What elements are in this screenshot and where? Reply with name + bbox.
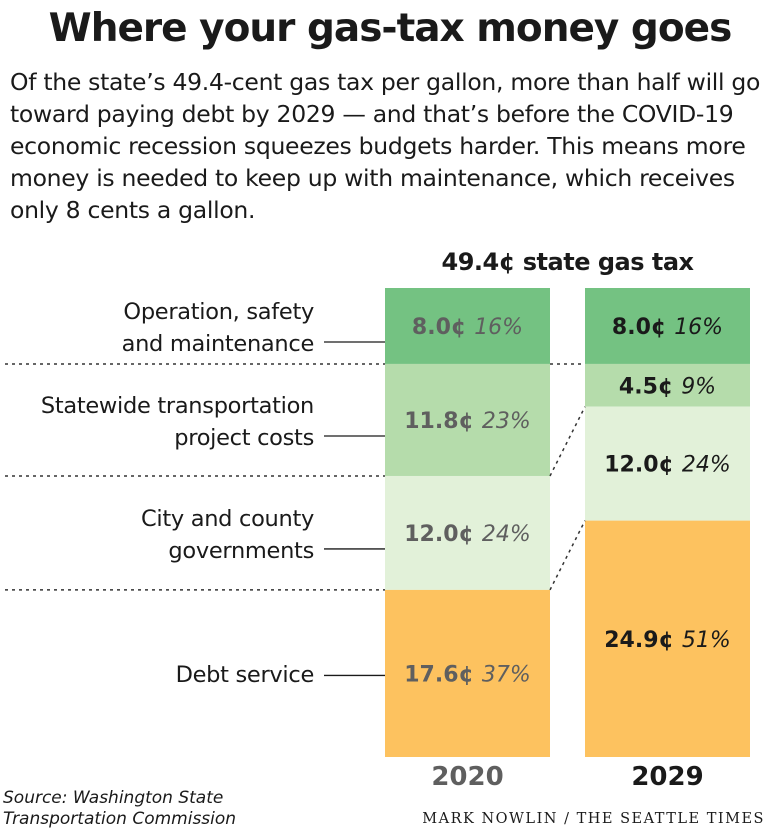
segment-label-2029-3: 12.0¢ 24% (604, 453, 731, 478)
bar-segment-2020-1 (385, 288, 550, 364)
chart-title: Where your gas-tax money goes (48, 6, 733, 51)
bar-segment-2029-4 (585, 520, 750, 757)
segment-label-2029-1: 8.0¢ 16% (612, 315, 723, 340)
bar-segment-2020-3 (385, 475, 550, 590)
segment-label-2020-1: 8.0¢ 16% (412, 315, 523, 340)
category-label-1: Operation, safety and maintenance (121, 296, 315, 360)
category-label-line: project costs (174, 424, 314, 451)
category-label-line: Debt service (175, 662, 315, 689)
bar-segment-2029-1 (585, 288, 750, 364)
bar-segment-2029-3 (585, 406, 750, 521)
source-line-2: Transportation Commission (3, 809, 237, 829)
bar-segment-2020-2 (385, 363, 550, 476)
connector-line-2 (549, 406, 586, 477)
segment-label-2020-2: 11.8¢ 23% (404, 409, 531, 434)
segment-label-2020-3: 12.0¢ 24% (404, 522, 531, 547)
category-label-line: Operation, safety (123, 298, 314, 325)
year-label-2020: 2020 (431, 762, 504, 792)
chart-header: 49.4¢ state gas tax (441, 248, 695, 276)
category-label-line: City and county (140, 505, 314, 532)
category-label-4: Debt service (175, 659, 315, 691)
segment-label-2020-4: 17.6¢ 37% (404, 662, 531, 687)
connector-line-3 (549, 520, 586, 591)
source-line-1: Source: Washington State (3, 788, 224, 808)
category-label-2: Statewide transportation project costs (41, 390, 314, 454)
segment-label-2029-2: 4.5¢ 9% (619, 374, 716, 399)
category-label-line: and maintenance (121, 330, 315, 357)
intro-text: Of the state’s 49.4-cent gas tax per gal… (10, 68, 761, 224)
bar-segment-2029-2 (585, 363, 750, 407)
year-label-2029: 2029 (631, 762, 704, 792)
segment-label-2029-4: 24.9¢ 51% (604, 628, 731, 653)
category-label-line: Statewide transportation (40, 392, 314, 419)
bar-segment-2020-4 (385, 589, 550, 757)
category-label-line: governments (168, 537, 314, 564)
source-note: Source: Washington State Transportation … (3, 788, 303, 830)
category-label-3: City and county governments (141, 503, 314, 567)
credit-line: MARK NOWLIN / THE SEATTLE TIMES (422, 811, 765, 827)
